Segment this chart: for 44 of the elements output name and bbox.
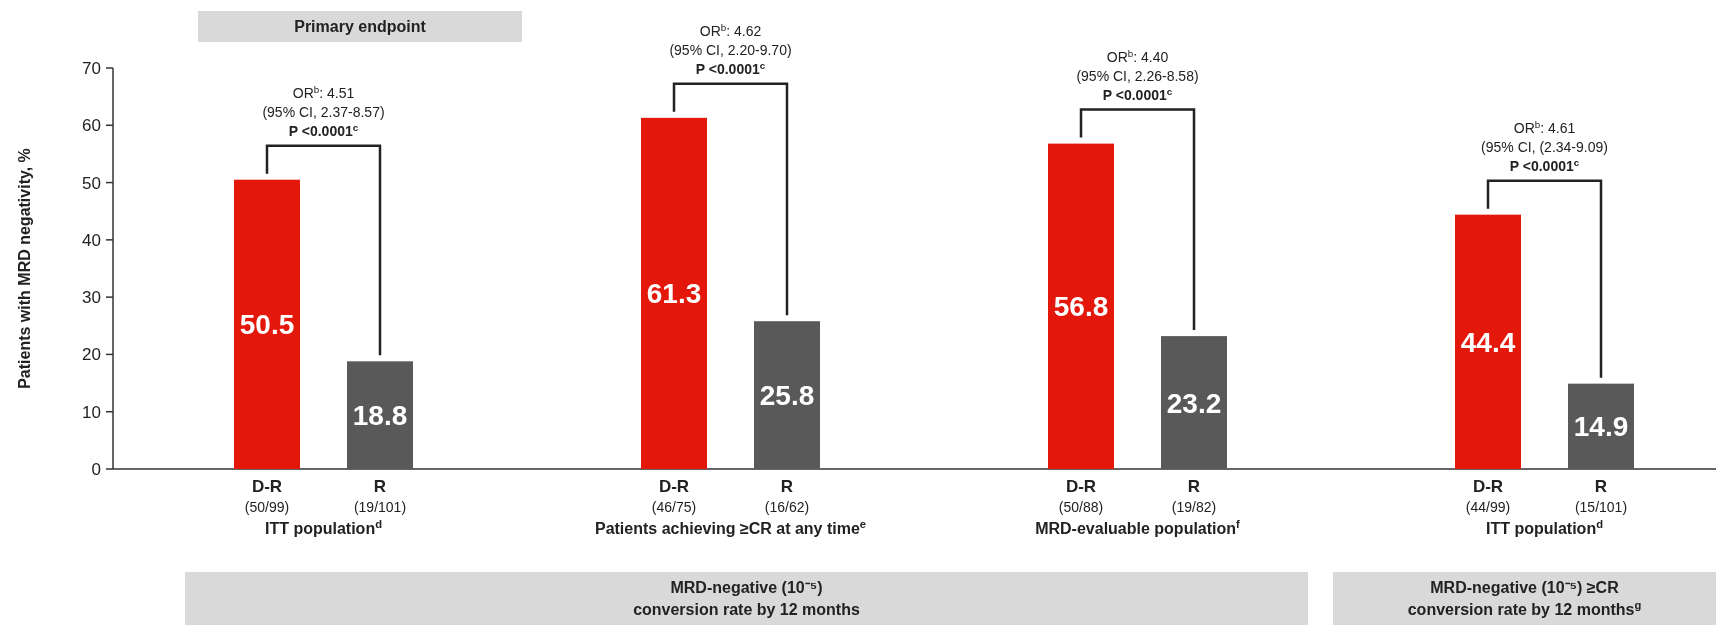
text: OR$^{b}$: 4.40: [1106, 47, 1169, 65]
y-tick-label: 60: [82, 116, 101, 136]
data-label: 56.8: [1053, 291, 1109, 323]
y-tick-label: 10: [82, 402, 101, 422]
y-tick-label: 30: [82, 288, 101, 308]
x-tick-label: D-R (44/99): [1465, 477, 1511, 515]
y-tick-label: 20: [82, 345, 101, 365]
x-tick-label: D-R (46/75): [651, 477, 697, 515]
y-tick-label: 70: [82, 59, 101, 78]
annotation: (95% CI, 2.26-8.58): [1076, 67, 1199, 84]
annotation: P <0.0001$^{c}$: [1102, 85, 1173, 103]
x-tick-label: R (19/101): [353, 477, 407, 515]
text: Patients achieving ≥CR at any time$^{e}$: [594, 518, 867, 537]
text: MRD-evaluable population$^{f}$: [1035, 518, 1241, 537]
annotation: OR$^{b}$: 4.61: [1513, 118, 1576, 136]
annotation: P <0.0001$^{c}$: [1509, 156, 1580, 174]
x-tick-label: R (19/82): [1171, 477, 1217, 515]
x-tick-label: D-R (50/88): [1058, 477, 1104, 515]
text: ITT population$^{d}$: [264, 518, 383, 537]
data-label: 23.2: [1166, 387, 1222, 419]
data-label: 25.8: [759, 380, 815, 412]
text: Primary endpoint: [294, 18, 427, 35]
annotation: P <0.0001$^{c}$: [288, 121, 359, 139]
data-label: 61.3: [646, 278, 702, 310]
y-tick-label: 40: [82, 230, 101, 250]
text: MRD-negative (10⁻⁵) conversion rate by 12 months: [633, 579, 860, 618]
y-tick-label: 0: [91, 460, 101, 479]
text: ITT population$^{d}$: [1485, 518, 1604, 537]
data-label: 18.8: [352, 400, 408, 432]
text: (95% CI, 2.20-9.70): [669, 41, 792, 58]
annotation: (95% CI, 2.37-8.57): [262, 103, 385, 120]
x-tick-label: D-R (50/99): [244, 477, 290, 515]
y-axis-title: Patients with MRD negativity, %: [16, 148, 33, 389]
annotation: OR$^{b}$: 4.51: [292, 83, 355, 101]
text: OR$^{b}$: 4.62: [699, 21, 762, 39]
y-tick-label: 50: [82, 173, 101, 193]
annotation: P <0.0001$^{c}$: [695, 59, 766, 77]
text: MRD-negative (10⁻⁵) ≥CR conversion rate by 12 months$^{g}$: [1407, 579, 1642, 618]
x-tick-label: R (15/101): [1574, 477, 1628, 515]
data-label: 44.4: [1460, 326, 1516, 358]
annotation: (95% CI, (2.34-9.09): [1481, 138, 1608, 155]
data-label: 14.9: [1573, 411, 1629, 443]
x-tick-label: R (16/62): [764, 477, 810, 515]
data-label: 50.5: [239, 309, 295, 341]
